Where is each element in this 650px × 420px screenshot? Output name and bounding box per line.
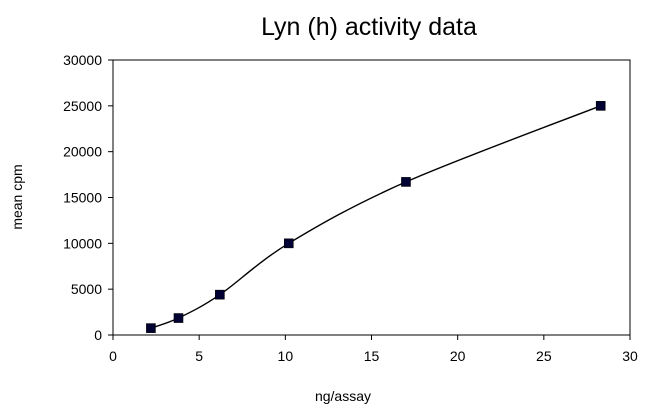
data-point-marker [146,323,156,333]
y-tick-label: 15000 [63,190,102,206]
x-tick-label: 0 [109,348,117,364]
data-point-marker [173,313,184,323]
y-axis-title: mean cpm [9,164,25,229]
y-tick-label: 5000 [71,281,102,297]
x-axis-title: ng/assay [315,388,371,404]
x-axis: 0 5 10 15 20 25 30 [109,335,638,364]
data-point-marker [283,238,294,249]
y-tick-label: 25000 [63,98,102,114]
y-tick-label: 10000 [63,235,102,251]
x-tick-label: 20 [450,348,466,364]
x-tick-label: 25 [536,348,552,364]
x-tick-label: 15 [364,348,380,364]
data-point-marker [595,101,606,111]
series-markers [146,101,606,333]
x-tick-label: 10 [278,348,294,364]
y-axis: 0 5000 10000 15000 20000 25000 30000 [63,52,113,343]
data-point-marker [215,289,225,300]
data-point-marker [401,177,411,187]
x-tick-label: 30 [622,348,638,364]
x-tick-label: 5 [195,348,203,364]
y-tick-label: 0 [94,327,102,343]
chart-title: Lyn (h) activity data [261,13,477,41]
y-tick-label: 20000 [63,144,102,160]
y-tick-label: 30000 [63,52,102,68]
